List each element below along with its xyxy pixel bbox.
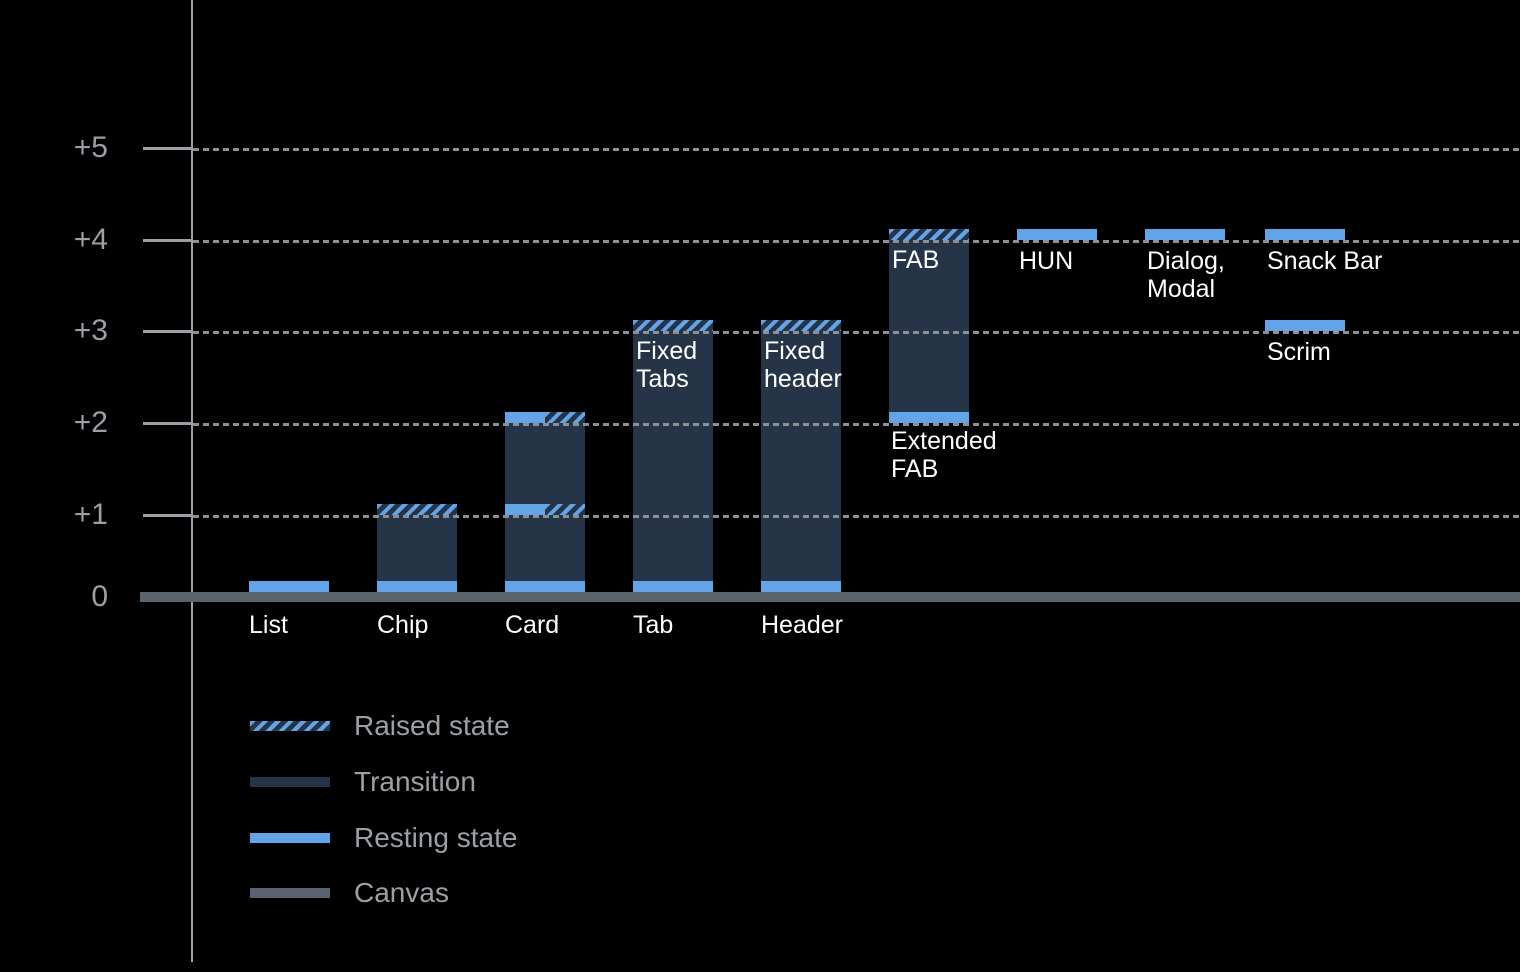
label-dialog-modal: Dialog, Modal [1147, 247, 1225, 303]
legend-label: Raised state [354, 710, 510, 741]
canvas-swatch [250, 888, 330, 898]
legend-item-resting-state: Resting state [250, 823, 517, 853]
raised-band [377, 504, 457, 515]
bar-snack-bar [1265, 229, 1345, 240]
resting-band [505, 504, 545, 515]
resting-state-swatch [250, 833, 330, 843]
resting-raised-band-level-1 [505, 504, 585, 515]
bar-chip [377, 504, 457, 592]
legend-item-transition: Transition [250, 767, 476, 797]
legend-item-raised-state: Raised state [250, 711, 510, 741]
bar-fixed-header: Fixed header [761, 320, 842, 592]
bar-list [249, 581, 329, 592]
x-label-list: List [249, 611, 288, 639]
y-tick-5 [143, 147, 193, 150]
resting-band [249, 581, 329, 592]
gridline-2 [193, 423, 1520, 426]
x-label-header: Header [761, 611, 843, 639]
x-label-card: Card [505, 611, 560, 639]
transition-fill [633, 331, 713, 581]
y-tick-3 [143, 330, 193, 333]
bar-label-fixed-tabs: Fixed Tabs [636, 337, 698, 393]
raised-band [889, 229, 969, 240]
y-label-3: +3 [73, 314, 108, 347]
gridline-1 [193, 515, 1520, 518]
raised-band [761, 320, 841, 331]
resting-band [1017, 229, 1097, 240]
bar-fab: FAB [889, 229, 969, 423]
resting-band [377, 581, 457, 592]
gridline-4 [193, 240, 1520, 243]
bar-dialog-modal [1145, 229, 1225, 240]
y-label-5: +5 [73, 131, 108, 164]
resting-band [1265, 320, 1345, 331]
label-snack-bar: Snack Bar [1267, 247, 1383, 275]
resting-band [505, 412, 545, 423]
raised-band [633, 320, 713, 331]
y-axis-line [191, 0, 193, 962]
y-label-0: 0 [91, 580, 108, 613]
bar-card [505, 412, 585, 592]
gridline-5 [193, 148, 1520, 151]
resting-band [1265, 229, 1345, 240]
legend-label: Transition [354, 766, 476, 797]
legend-label: Resting state [354, 822, 518, 853]
y-label-1: +1 [73, 498, 108, 531]
resting-band [889, 412, 969, 423]
resting-band [1145, 229, 1225, 240]
raised-band [545, 412, 585, 423]
gridline-3 [193, 331, 1520, 334]
bar-scrim [1265, 320, 1345, 331]
bar-hun [1017, 229, 1097, 240]
raised-band [545, 504, 585, 515]
y-tick-4 [143, 239, 193, 242]
x-label-tab: Tab [633, 611, 674, 639]
y-label-4: +4 [73, 223, 108, 256]
label-extended-fab: Extended FAB [891, 427, 997, 483]
x-label-chip: Chip [377, 611, 429, 639]
label-scrim: Scrim [1267, 338, 1331, 366]
y-label-2: +2 [73, 406, 108, 439]
resting-band [505, 581, 585, 592]
transition-fill [377, 515, 457, 581]
legend-label: Canvas [354, 877, 449, 908]
transition-fill [505, 423, 585, 581]
raised-state-swatch [250, 721, 330, 731]
bar-fixed-tabs: Fixed Tabs [633, 320, 713, 592]
canvas-baseline [140, 592, 1520, 602]
transition-swatch [250, 777, 330, 787]
resting-band [633, 581, 713, 592]
transition-fill [889, 240, 969, 412]
bar-label-fab: FAB [892, 246, 940, 274]
y-tick-1 [143, 514, 193, 517]
transition-fill [761, 331, 841, 581]
resting-raised-band-level-2 [505, 412, 585, 423]
bar-label-fixed-header: Fixed header [764, 337, 842, 393]
y-tick-2 [143, 422, 193, 425]
legend-item-canvas: Canvas [250, 878, 449, 908]
label-hun: HUN [1019, 247, 1074, 275]
resting-band [761, 581, 841, 592]
